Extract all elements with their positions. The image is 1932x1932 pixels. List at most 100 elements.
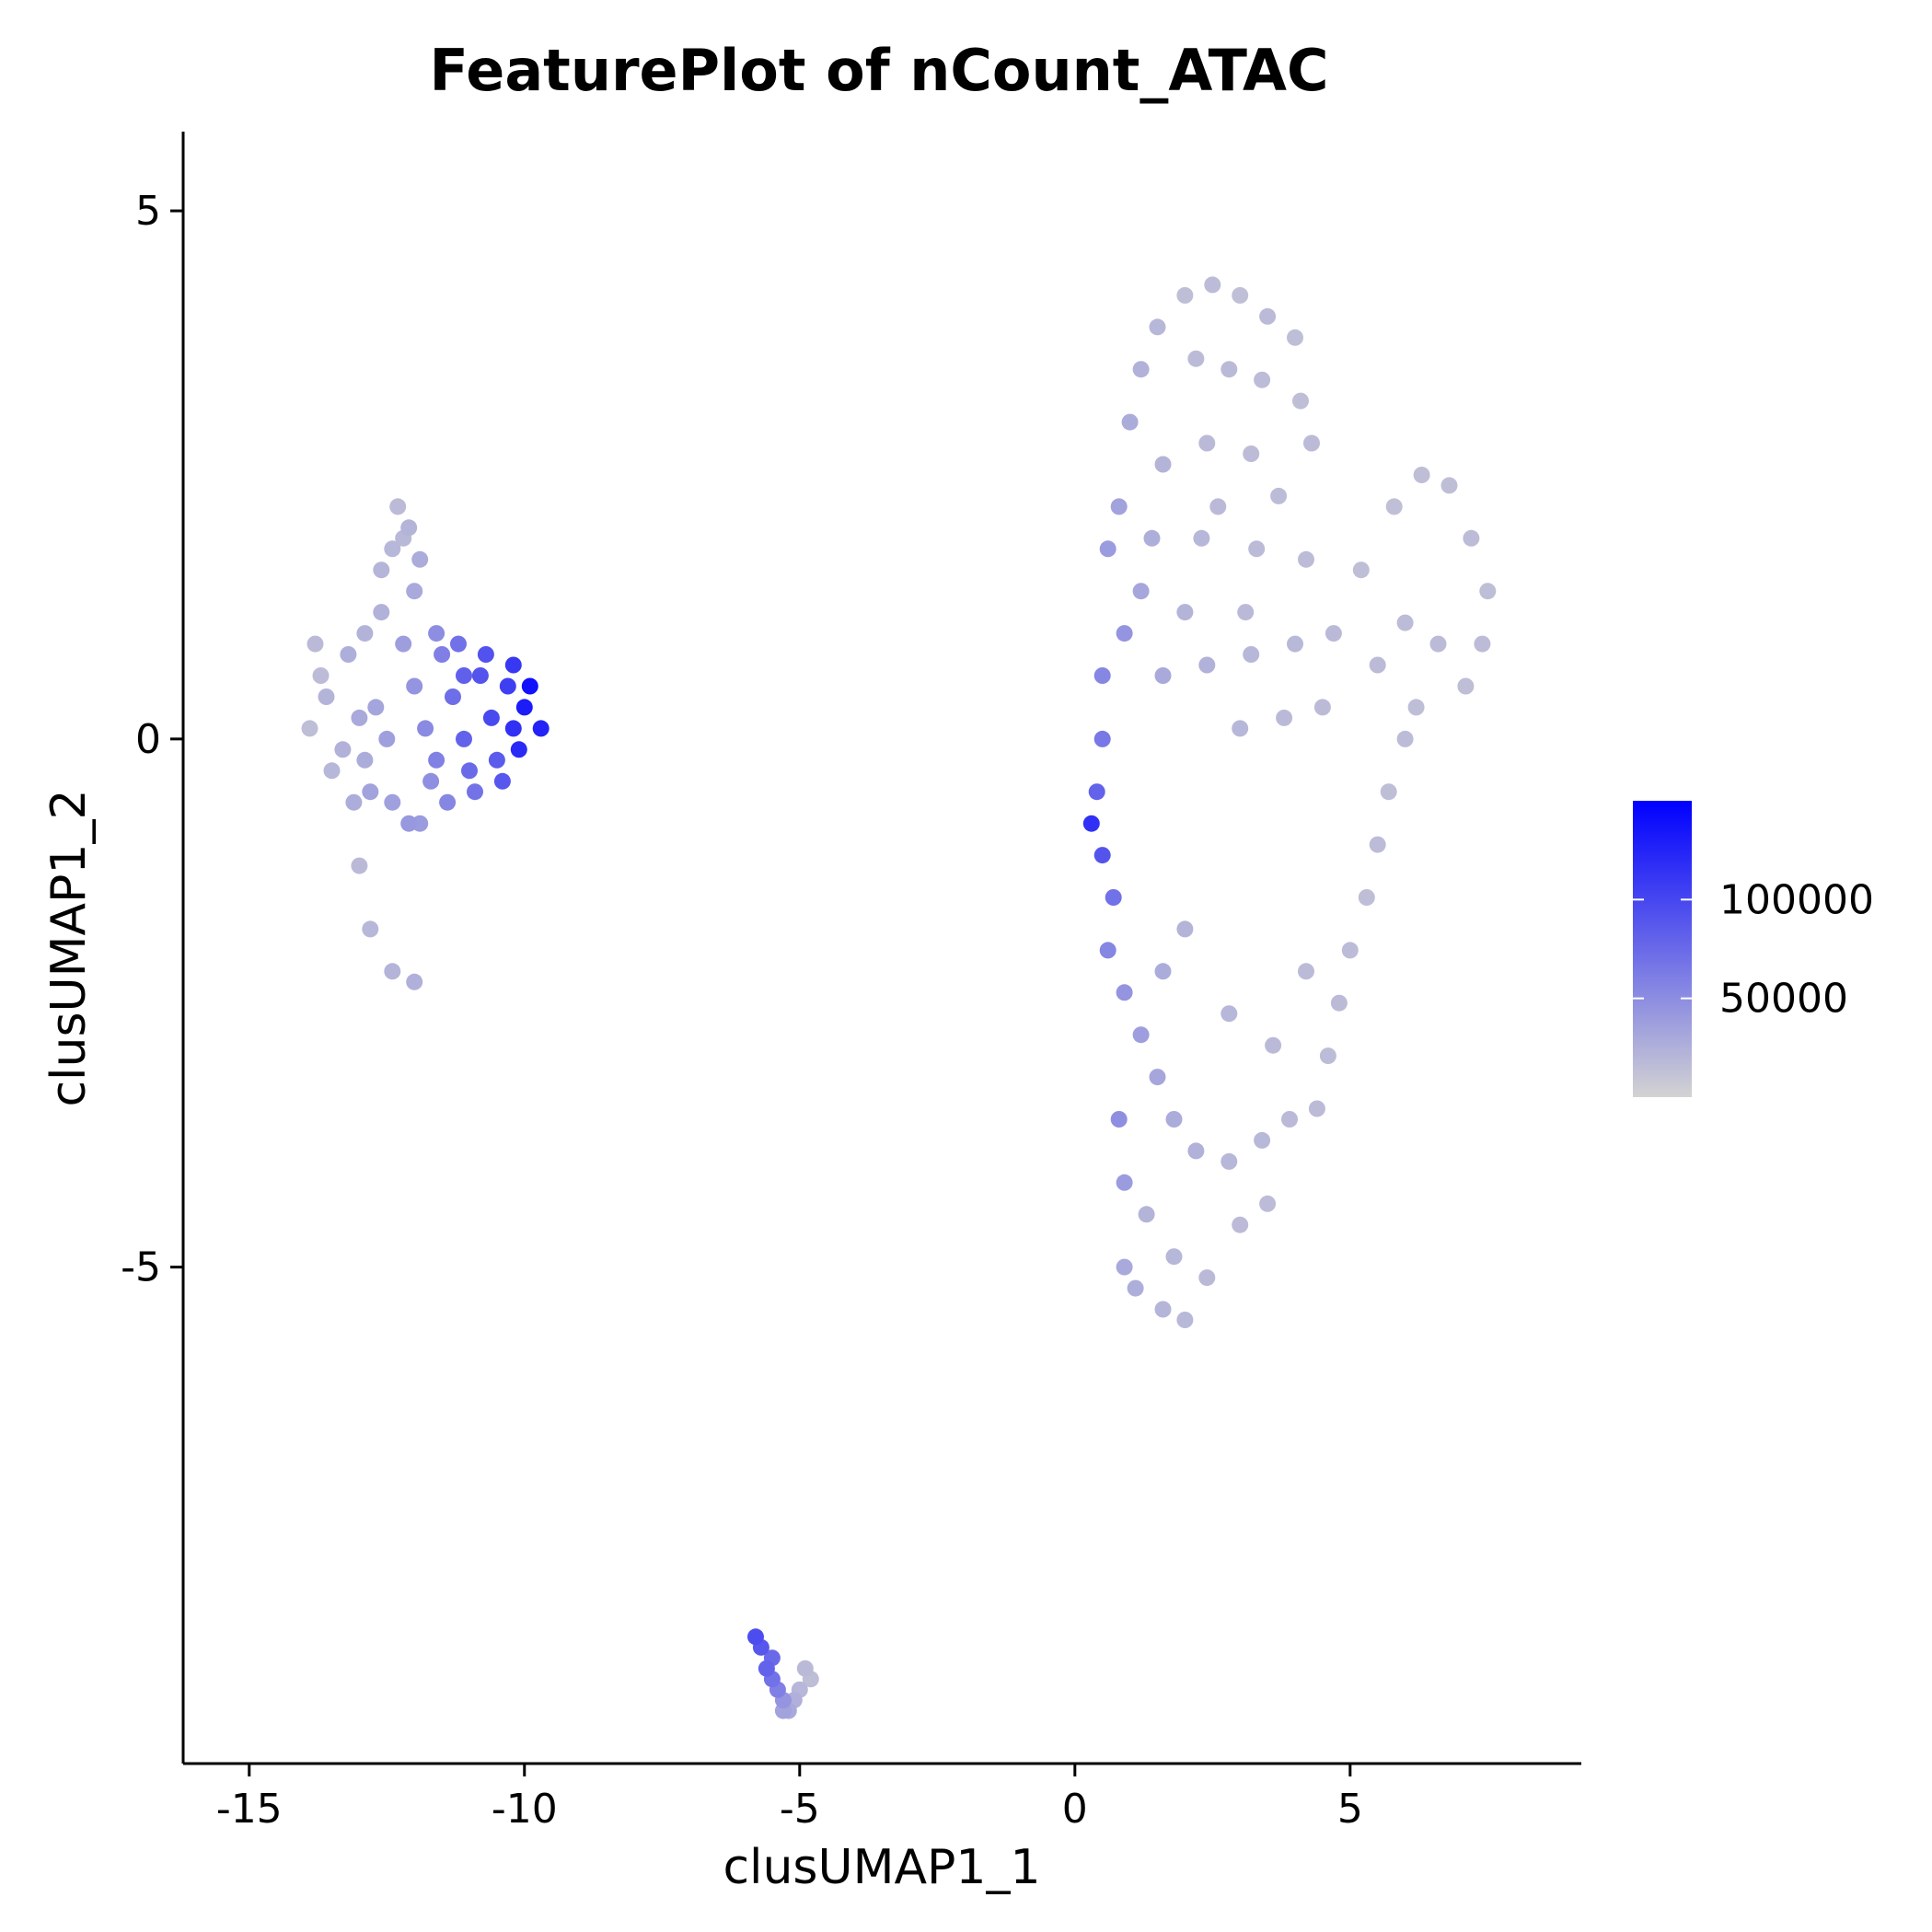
- y-axis-ticks: -5 0 5: [121, 188, 183, 1291]
- data-point: [521, 677, 538, 695]
- data-point: [384, 793, 401, 811]
- data-point: [1187, 350, 1205, 367]
- x-tick-label: 0: [1062, 1786, 1088, 1833]
- data-point: [1259, 1195, 1277, 1212]
- data-point: [1237, 604, 1255, 621]
- data-point: [445, 688, 461, 705]
- data-point: [1093, 667, 1111, 684]
- data-point: [1221, 1005, 1238, 1023]
- data-point: [1369, 836, 1386, 853]
- data-point: [417, 720, 434, 737]
- data-point: [1099, 540, 1116, 558]
- data-point: [312, 667, 330, 684]
- data-point: [1474, 635, 1491, 653]
- x-axis-title: clusUMAP1_1: [723, 1840, 1040, 1895]
- colorbar: [1633, 801, 1692, 1097]
- data-point: [1116, 984, 1133, 1001]
- data-point: [1198, 1269, 1216, 1287]
- data-point: [1429, 635, 1447, 653]
- data-point: [400, 815, 418, 832]
- data-point: [1232, 720, 1249, 737]
- data-point: [1154, 963, 1172, 980]
- data-point: [356, 625, 374, 642]
- data-point: [351, 857, 368, 874]
- data-point: [1116, 1258, 1133, 1276]
- data-point: [1110, 1111, 1128, 1128]
- data-point: [758, 1660, 775, 1677]
- data-point: [1243, 445, 1260, 462]
- data-point: [1319, 1047, 1336, 1065]
- data-point: [428, 751, 445, 769]
- data-point: [1270, 487, 1288, 504]
- data-point: [1198, 656, 1216, 674]
- data-point: [1457, 677, 1475, 695]
- data-point: [439, 793, 457, 811]
- data-point: [1093, 730, 1111, 747]
- data-point: [1232, 1216, 1249, 1233]
- data-point: [1138, 1206, 1155, 1223]
- y-tick-label: 0: [135, 716, 161, 763]
- data-point: [1127, 1279, 1144, 1297]
- data-point: [395, 635, 412, 653]
- data-point: [1243, 646, 1260, 663]
- data-point: [1193, 529, 1210, 547]
- data-point: [1313, 699, 1331, 716]
- y-axis-title: clusUMAP1_2: [41, 789, 97, 1106]
- data-point: [406, 973, 423, 990]
- data-point: [378, 730, 396, 747]
- data-point: [406, 583, 423, 600]
- data-point: [1265, 1036, 1282, 1054]
- data-point: [747, 1628, 764, 1646]
- data-point: [389, 498, 407, 515]
- data-point: [1380, 783, 1397, 801]
- data-point: [1154, 456, 1172, 473]
- data-point: [1154, 667, 1172, 684]
- data-point: [1149, 1069, 1166, 1086]
- data-point: [367, 699, 385, 716]
- data-point: [434, 646, 451, 663]
- data-point: [1221, 1152, 1238, 1170]
- data-point: [515, 699, 533, 716]
- data-point: [1396, 614, 1414, 631]
- data-point: [1292, 392, 1309, 410]
- data-point: [1154, 1301, 1172, 1318]
- data-point: [1385, 498, 1403, 515]
- data-point: [1132, 361, 1150, 378]
- data-point: [1276, 709, 1293, 726]
- series-cluster-right: [1082, 276, 1497, 1328]
- data-point: [456, 667, 472, 684]
- data-point: [1187, 1142, 1205, 1160]
- data-point: [356, 751, 374, 769]
- chart-title: FeaturePlot of nCount_ATAC: [429, 37, 1328, 104]
- data-point: [345, 793, 363, 811]
- data-point: [1407, 699, 1425, 716]
- colorbar-tick-label: 50000: [1719, 976, 1848, 1023]
- data-point: [1287, 329, 1303, 346]
- data-point: [1165, 1111, 1183, 1128]
- data-point: [1176, 920, 1194, 938]
- data-point: [1254, 1131, 1271, 1149]
- data-point: [488, 751, 505, 769]
- data-point: [351, 709, 368, 726]
- data-point: [1308, 1100, 1325, 1117]
- data-point: [411, 550, 429, 568]
- x-tick-label: -15: [216, 1786, 283, 1833]
- data-point: [373, 604, 390, 621]
- series-cluster-left: [301, 498, 550, 990]
- data-point: [504, 720, 522, 737]
- data-point: [1099, 942, 1116, 959]
- data-point: [1116, 625, 1133, 642]
- data-point: [362, 783, 379, 801]
- data-point: [1093, 847, 1111, 864]
- data-point: [1303, 434, 1320, 452]
- data-point: [318, 688, 335, 705]
- data-point: [1088, 783, 1105, 801]
- data-point: [1198, 434, 1216, 452]
- data-point: [499, 677, 516, 695]
- data-point: [1259, 307, 1277, 325]
- data-point: [307, 635, 324, 653]
- data-point: [1352, 561, 1370, 579]
- data-point: [1281, 1111, 1298, 1128]
- data-point: [1463, 529, 1480, 547]
